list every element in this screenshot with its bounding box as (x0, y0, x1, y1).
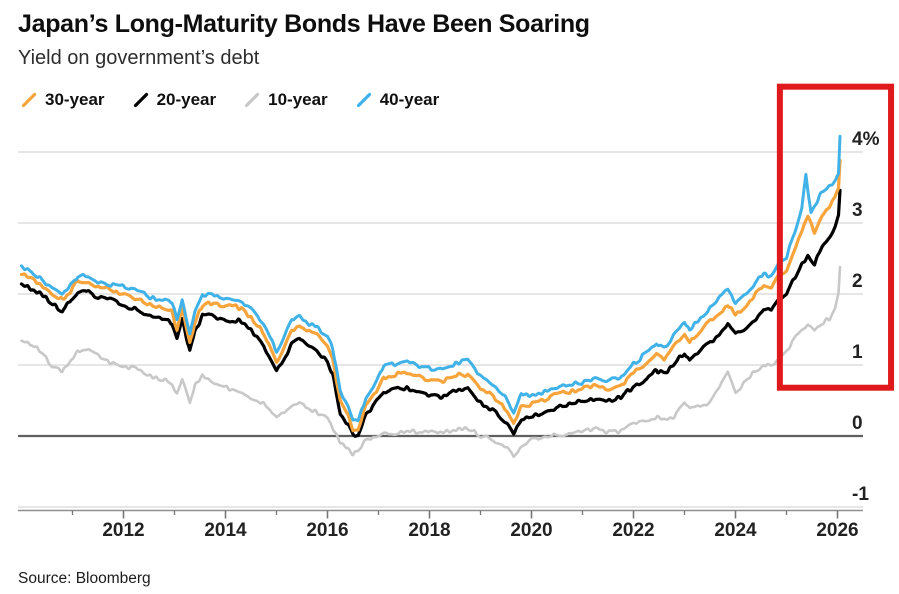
y-axis-label--1: -1 (852, 484, 869, 505)
swatch-stroke (21, 92, 37, 108)
legend-label: 20-year (156, 90, 217, 109)
series-line-30-year (19, 158, 842, 433)
line-swatch-icon-10-year (245, 92, 260, 108)
y-axis-label-3: 3 (852, 200, 863, 221)
x-axis-label-2018: 2018 (408, 520, 450, 541)
x-axis-label-2026: 2026 (816, 520, 858, 541)
swatch-stroke (245, 92, 260, 108)
x-axis-label-2024: 2024 (714, 520, 757, 541)
x-axis-label-2012: 2012 (102, 520, 144, 541)
legend-label: 40-year (379, 90, 440, 109)
page-title: Japan’s Long-Maturity Bonds Have Been So… (18, 10, 590, 38)
line-swatch-icon-40-year (356, 92, 371, 108)
legend-label: 30-year (45, 90, 105, 109)
chart-subtitle: Yield on government’s debt (18, 47, 260, 69)
series-line-10-year (20, 265, 842, 459)
x-axis-label-2014: 2014 (204, 520, 247, 541)
series-line-40-year (20, 134, 842, 423)
x-axis-label-2020: 2020 (510, 520, 552, 541)
legend-item-20-year: 20-year (133, 90, 217, 110)
line-swatch-icon-20-year (133, 92, 148, 108)
y-axis-label-4%: 4% (852, 129, 880, 150)
y-axis-label-0: 0 (852, 413, 863, 434)
y-axis-label-2: 2 (852, 271, 863, 292)
legend-item-40-year: 40-year (356, 90, 440, 110)
series-line-20-year (19, 188, 842, 438)
legend-item-30-year: 30-year (21, 90, 105, 110)
chart-legend: 30-year 20-year 10-year 40-year (21, 90, 439, 110)
y-axis-label-1: 1 (852, 342, 863, 363)
legend-item-10-year: 10-year (244, 90, 328, 110)
source-note: Source: Bloomberg (18, 570, 151, 587)
swatch-stroke (133, 92, 148, 108)
legend-label: 10-year (268, 90, 328, 109)
highlight-box (776, 83, 895, 391)
swatch-stroke (356, 92, 371, 108)
x-axis-label-2022: 2022 (612, 520, 654, 541)
x-axis-label-2016: 2016 (306, 520, 348, 541)
line-swatch-icon-30-year (21, 92, 37, 108)
